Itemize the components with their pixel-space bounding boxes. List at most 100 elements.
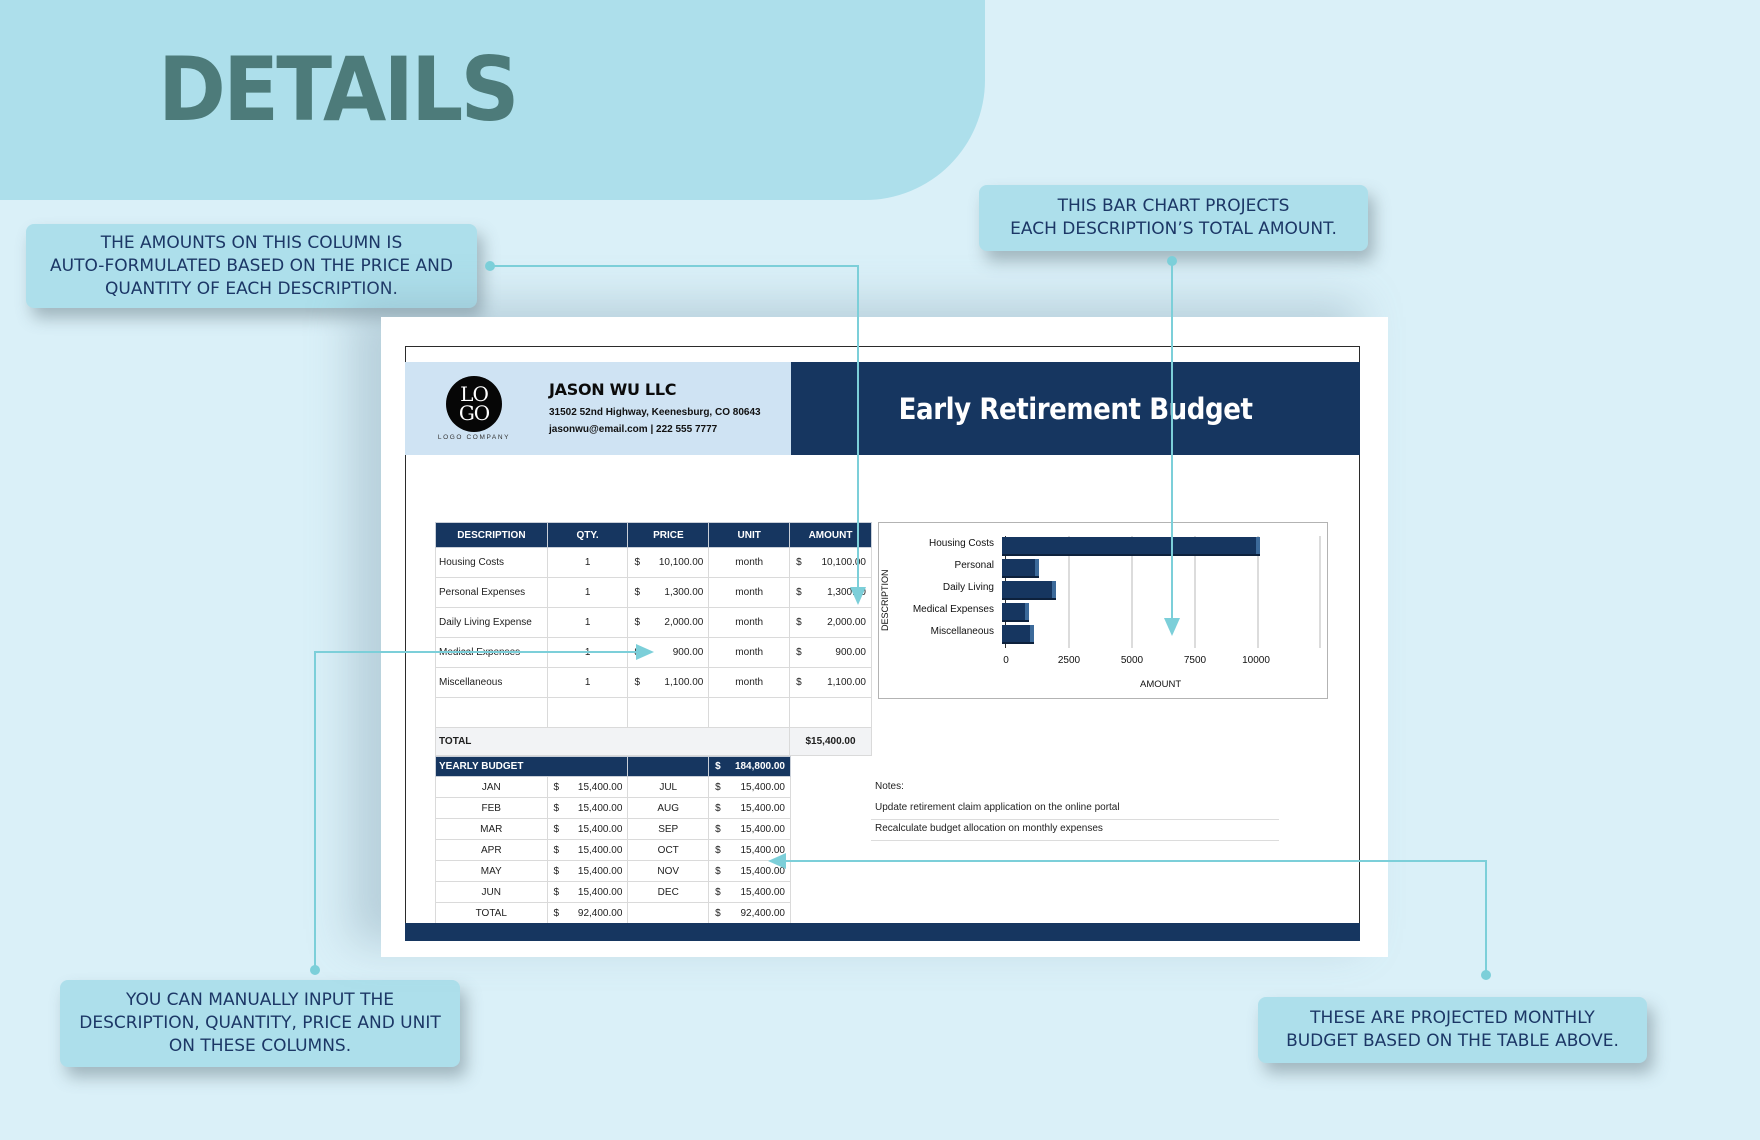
callout-line: description, quantity, price and unit [79, 1013, 441, 1033]
description-cell[interactable]: Housing Costs [435, 547, 548, 578]
currency: $ [634, 677, 641, 688]
description-cell[interactable] [435, 697, 548, 728]
currency: $ [715, 781, 721, 793]
total-h1: $92,400.00 [546, 902, 629, 924]
amount: 15,400.00 [740, 844, 786, 856]
callout-manual-input: You can manually input the description, … [60, 980, 460, 1067]
document-title: Early Retirement Budget [898, 391, 1253, 426]
month-label: MAY [435, 860, 548, 882]
callout-line: on these columns. [168, 1036, 352, 1056]
x-tick: 10000 [1242, 655, 1270, 666]
price-cell[interactable] [627, 697, 710, 728]
bar-daily-living [1002, 581, 1056, 598]
notes-label: Notes: [875, 781, 904, 792]
price-cell[interactable]: $1,300.00 [627, 577, 710, 608]
description-cell[interactable]: Miscellaneous [435, 667, 548, 698]
currency: $ [553, 802, 560, 814]
logo-line: GO [458, 401, 490, 425]
month-row: JUN $15,400.00 DEC $15,400.00 [435, 881, 791, 903]
currency: $ [553, 781, 560, 793]
note-item[interactable]: Update retirement claim application on t… [871, 799, 1279, 820]
unit-cell[interactable]: month [708, 607, 791, 638]
connector-line [786, 860, 1487, 862]
connector-line [490, 265, 859, 267]
total-label: TOTAL [435, 902, 548, 924]
unit-cell[interactable]: month [708, 577, 791, 608]
x-tick: 5000 [1120, 655, 1144, 666]
currency: $ [715, 886, 721, 898]
unit-cell[interactable]: month [708, 547, 791, 578]
currency: $ [715, 802, 721, 814]
arrow-left-icon [768, 853, 786, 869]
currency: $ [796, 617, 802, 628]
month-label: FEB [435, 797, 548, 819]
price-value: 1,100.00 [664, 677, 704, 688]
unit-cell[interactable] [708, 697, 791, 728]
yearly-total: $184,800.00 [708, 756, 791, 777]
month-value: $15,400.00 [546, 839, 629, 861]
month-label: AUG [627, 797, 710, 819]
qty-cell[interactable]: 1 [546, 607, 629, 638]
price-cell[interactable]: $1,100.00 [627, 667, 710, 698]
amount-value: 900.00 [835, 647, 866, 658]
currency: $ [553, 823, 560, 835]
callout-chart: This bar chart projects each description… [979, 185, 1368, 251]
month-label: JAN [435, 776, 548, 798]
amount: 15,400.00 [740, 823, 786, 835]
qty-cell[interactable]: 1 [546, 667, 629, 698]
x-axis-label: AMOUNT [1140, 679, 1182, 690]
currency: $ [796, 557, 802, 568]
callout-line: budget based on the table above. [1286, 1031, 1619, 1051]
currency: $ [634, 617, 641, 628]
month-label: NOV [627, 860, 710, 882]
unit-cell[interactable]: month [708, 667, 791, 698]
bar-medical-expenses [1002, 603, 1029, 620]
price-cell[interactable]: $10,100.00 [627, 547, 710, 578]
month-value: $15,400.00 [708, 797, 791, 819]
callout-amounts: The amounts on this column is auto-formu… [26, 224, 477, 308]
table-row: Housing Costs 1 $10,100.00 month $10,100… [435, 547, 872, 578]
price-cell[interactable]: $2,000.00 [627, 607, 710, 638]
month-label: JUN [435, 881, 548, 903]
currency: $ [796, 587, 802, 598]
half-year-total-row: TOTAL $92,400.00 $92,400.00 [435, 902, 791, 924]
amount: 15,400.00 [577, 844, 623, 856]
title-band: Early Retirement Budget [791, 362, 1360, 455]
month-value: $15,400.00 [546, 776, 629, 798]
table-row: Personal Expenses 1 $1,300.00 month $1,3… [435, 577, 872, 608]
currency: $ [553, 865, 560, 877]
x-tick: 7500 [1183, 655, 1207, 666]
qty-cell[interactable] [546, 697, 629, 728]
month-row: APR $15,400.00 OCT $15,400.00 [435, 839, 791, 861]
month-label: DEC [627, 881, 710, 903]
description-cell[interactable]: Daily Living Expense [435, 607, 548, 638]
unit-cell[interactable]: month [708, 637, 791, 668]
connector-line [857, 265, 859, 587]
description-cell[interactable]: Personal Expenses [435, 577, 548, 608]
price-value: 1,300.00 [664, 587, 704, 598]
hero-banner [0, 0, 985, 200]
month-row: JAN $15,400.00 JUL $15,400.00 [435, 776, 791, 798]
connector-line [1485, 860, 1487, 974]
amount-cell: $900.00 [789, 637, 872, 668]
currency: $ [715, 844, 721, 856]
qty-cell[interactable]: 1 [546, 577, 629, 608]
callout-monthly: These are projected monthly budget based… [1258, 997, 1647, 1063]
company-address: 31502 52nd Highway, Keenesburg, CO 80643 [549, 407, 761, 418]
currency: $ [715, 865, 721, 877]
month-value: $15,400.00 [546, 797, 629, 819]
category-label: Personal [954, 560, 994, 571]
gridline [1257, 536, 1259, 648]
qty-cell[interactable]: 1 [546, 547, 629, 578]
note-item[interactable]: Recalculate budget allocation on monthly… [871, 820, 1279, 841]
table-row: Daily Living Expense 1 $2,000.00 month $… [435, 607, 872, 638]
callout-line: each description’s total amount. [1010, 219, 1337, 239]
month-row: MAR $15,400.00 SEP $15,400.00 [435, 818, 791, 840]
category-label: Medical Expenses [912, 604, 994, 615]
amount: 15,400.00 [740, 802, 786, 814]
amount-cell: $10,100.00 [789, 547, 872, 578]
y-axis-label: DESCRIPTION [880, 569, 890, 631]
footer-bar [405, 923, 1360, 941]
table-row-empty [435, 697, 872, 728]
column-header: AMOUNT [789, 522, 872, 548]
